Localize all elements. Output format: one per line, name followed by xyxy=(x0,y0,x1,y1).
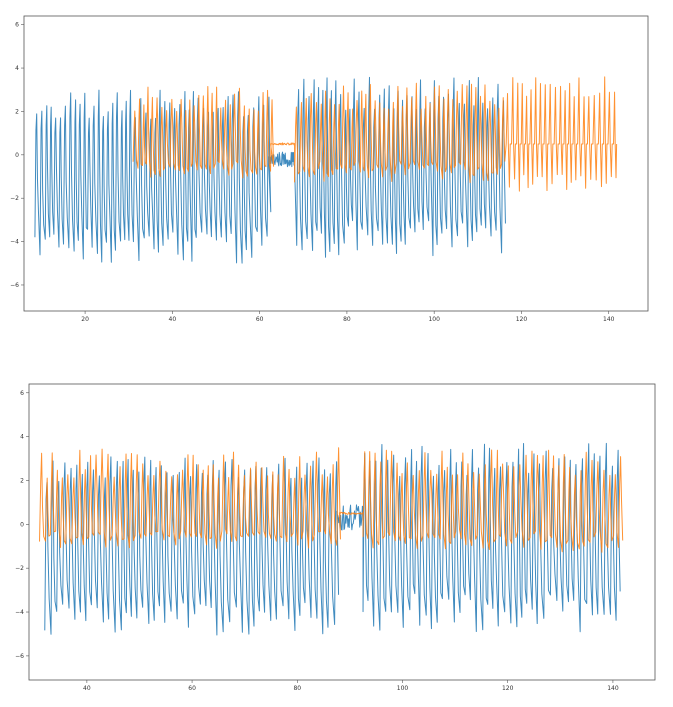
axes-frame xyxy=(23,15,649,312)
plot-area xyxy=(39,442,624,636)
x-tick-label: 100 xyxy=(397,685,409,692)
y-tick-label: 2 xyxy=(20,477,24,484)
series-line-orange xyxy=(39,447,624,553)
y-tick-label: 4 xyxy=(20,434,24,441)
x-tick-label: 20 xyxy=(81,316,89,323)
y-tick-label: −2 xyxy=(10,195,19,202)
y-tick-label: 6 xyxy=(15,22,19,29)
x-tick-label: 140 xyxy=(603,316,615,323)
series-line-blue xyxy=(34,76,506,264)
x-tick-label: 100 xyxy=(428,316,440,323)
x-tick-label: 80 xyxy=(343,316,351,323)
axes-frame xyxy=(28,383,656,681)
y-tick-label: 4 xyxy=(15,65,19,72)
y-tick-label: 2 xyxy=(15,108,19,115)
x-tick-label: 80 xyxy=(293,685,301,692)
y-tick-label: 0 xyxy=(15,152,19,159)
series-line-orange xyxy=(132,76,618,192)
x-tick-label: 40 xyxy=(83,685,91,692)
x-tick-label: 120 xyxy=(502,685,514,692)
y-tick-label: −2 xyxy=(15,565,24,572)
y-tick-label: 0 xyxy=(20,521,24,528)
chart-panel-bottom: 40 60 80 100 120 140 −6 −4 −2 0 2 4 6 xyxy=(15,383,656,692)
x-tick-label: 140 xyxy=(607,685,619,692)
plot-area xyxy=(34,76,618,264)
y-tick-label: −4 xyxy=(15,609,24,616)
y-tick-label: −4 xyxy=(10,239,19,246)
x-tick-label: 120 xyxy=(516,316,528,323)
x-tick-label: 60 xyxy=(256,316,264,323)
x-tick-label: 60 xyxy=(188,685,196,692)
y-tick-label: −6 xyxy=(10,282,19,289)
y-tick-label: −6 xyxy=(15,653,24,660)
y-tick-label: 6 xyxy=(20,390,24,397)
chart-panel-top: 20 40 60 80 100 120 140 −6 −4 −2 0 2 4 6 xyxy=(10,15,649,323)
x-tick-label: 40 xyxy=(169,316,177,323)
